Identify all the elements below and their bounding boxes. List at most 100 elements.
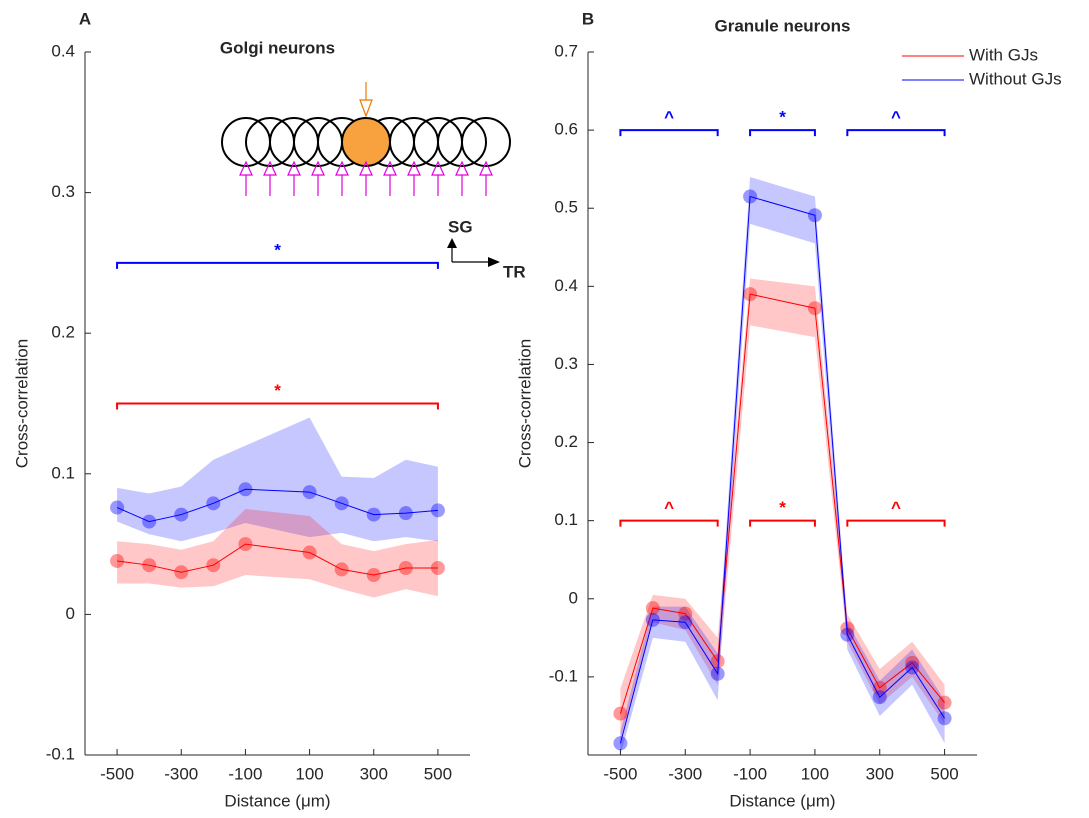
significance-label: ^ — [664, 108, 674, 127]
data-point — [710, 654, 725, 669]
data-point — [366, 568, 381, 583]
chart-title: Granule neurons — [714, 16, 850, 35]
x-tick-label: 500 — [930, 764, 958, 783]
data-point — [366, 507, 381, 522]
x-tick-label: -100 — [228, 764, 262, 783]
x-tick-label: -100 — [733, 764, 767, 783]
significance-bracket — [619, 519, 719, 527]
y-tick-label: 0.1 — [51, 463, 75, 482]
data-point — [430, 561, 445, 576]
data-point — [238, 537, 253, 552]
significance-label: ^ — [891, 498, 901, 517]
significance-label: ^ — [664, 498, 674, 517]
x-tick-label: 300 — [866, 764, 894, 783]
significance-label: * — [274, 381, 281, 400]
inset-label: SG — [448, 217, 473, 236]
series-line — [619, 195, 946, 744]
legend-label: With GJs — [969, 45, 1038, 64]
data-point — [807, 208, 822, 223]
data-point — [206, 558, 221, 573]
data-point — [678, 615, 693, 630]
y-tick-label: 0.1 — [554, 510, 578, 529]
x-axis-label: Distance (μm) — [729, 791, 835, 810]
y-tick-label: 0 — [569, 588, 578, 607]
x-axis-label: Distance (μm) — [224, 791, 330, 810]
data-point — [398, 561, 413, 576]
significance-bracket — [749, 519, 816, 527]
data-point — [174, 507, 189, 522]
panel-letter: A — [79, 9, 91, 28]
series-line — [117, 543, 438, 576]
data-point — [206, 496, 221, 511]
series-line — [116, 488, 438, 523]
y-tick-label: 0.4 — [51, 41, 75, 60]
confidence-band — [117, 417, 438, 542]
data-point — [334, 562, 349, 577]
data-point — [110, 553, 125, 568]
x-tick-label: 100 — [295, 764, 323, 783]
data-point — [937, 695, 952, 710]
y-axis-label: Cross-correlation — [12, 339, 31, 468]
y-tick-label: 0.3 — [51, 182, 75, 201]
data-point — [905, 655, 920, 670]
data-point — [645, 612, 660, 627]
significance-label: * — [779, 498, 786, 517]
inset-label: TR — [503, 262, 526, 281]
y-tick-label: 0.4 — [554, 276, 578, 295]
y-axis-label: Cross-correlation — [515, 339, 534, 468]
data-point — [334, 496, 349, 511]
data-point — [110, 500, 125, 515]
data-point — [645, 601, 660, 616]
data-point — [174, 565, 189, 580]
y-tick-label: 0.7 — [554, 41, 578, 60]
data-point — [142, 514, 157, 529]
significance-bracket — [846, 519, 946, 527]
y-tick-label: 0.5 — [554, 198, 578, 217]
significance-bracket — [619, 129, 719, 137]
data-point — [238, 482, 253, 497]
data-point — [710, 666, 725, 681]
y-tick-label: -0.1 — [549, 666, 578, 685]
confidence-band — [620, 176, 945, 755]
confidence-band — [620, 278, 945, 740]
significance-label: ^ — [891, 108, 901, 127]
significance-bracket — [116, 261, 439, 269]
data-point — [807, 301, 822, 316]
x-tick-label: -500 — [603, 764, 637, 783]
data-point — [937, 711, 952, 726]
y-tick-label: 0.2 — [51, 323, 75, 342]
x-tick-label: 300 — [360, 764, 388, 783]
x-tick-label: -300 — [668, 764, 702, 783]
data-point — [872, 690, 887, 705]
y-tick-label: 0.2 — [554, 432, 578, 451]
data-point — [743, 287, 758, 302]
x-tick-label: 100 — [801, 764, 829, 783]
significance-label: * — [779, 108, 786, 127]
y-tick-label: 0 — [66, 604, 75, 623]
data-point — [302, 485, 317, 500]
significance-bracket — [846, 129, 946, 137]
data-point — [840, 627, 855, 642]
significance-bracket — [749, 129, 816, 137]
legend-label: Without GJs — [969, 69, 1062, 88]
y-tick-label: 0.3 — [554, 354, 578, 373]
inset-diagram — [221, 82, 511, 267]
significance-bracket — [116, 402, 439, 410]
data-point — [743, 189, 758, 204]
panel-letter: B — [582, 9, 594, 28]
confidence-band — [117, 508, 438, 598]
significance-label: * — [274, 240, 281, 259]
x-tick-label: -500 — [100, 764, 134, 783]
x-tick-label: 500 — [424, 764, 452, 783]
y-tick-label: -0.1 — [46, 744, 75, 763]
chart-title: Golgi neurons — [220, 38, 335, 57]
data-point — [398, 506, 413, 521]
data-point — [142, 558, 157, 573]
data-point — [430, 503, 445, 518]
plots: A Golgi neurons Distance (μm) Cross-correla… — [12, 9, 1061, 810]
data-point — [302, 545, 317, 560]
data-point — [905, 660, 920, 675]
series-line — [619, 293, 945, 714]
y-tick-label: 0.6 — [554, 120, 578, 139]
